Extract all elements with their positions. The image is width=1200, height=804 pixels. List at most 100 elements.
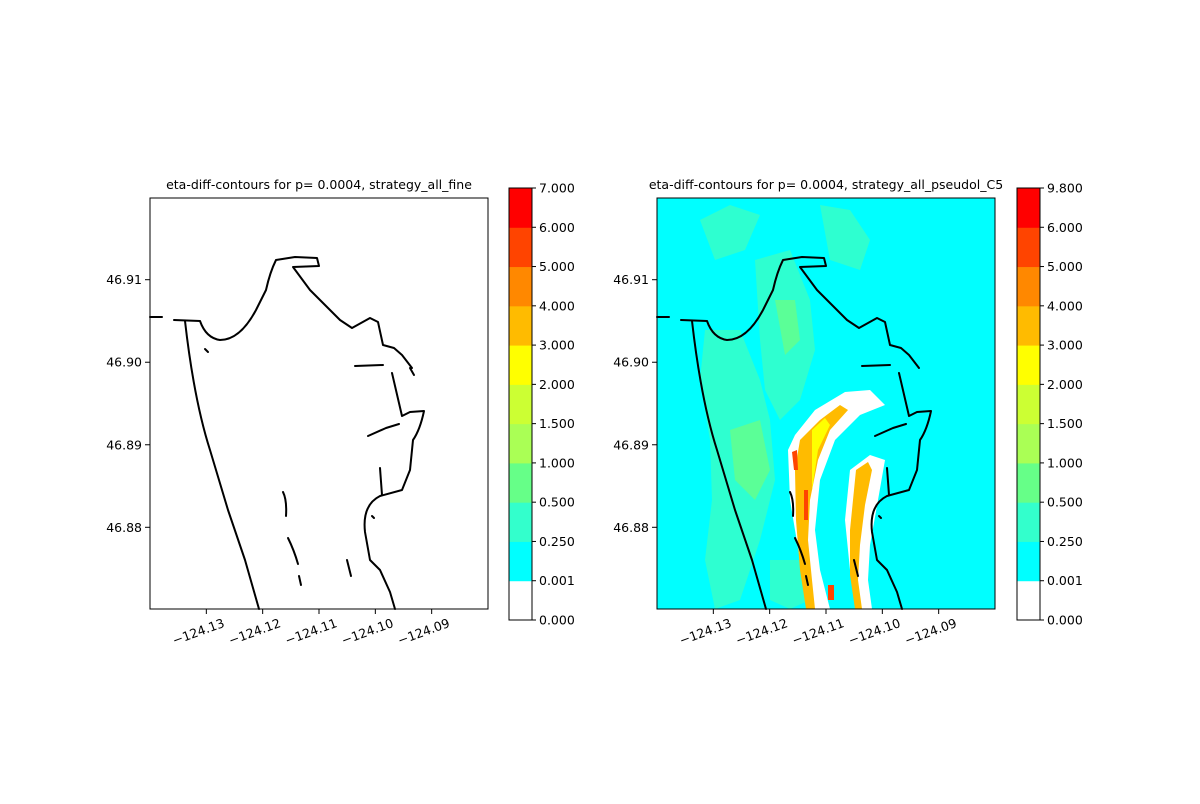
right-colorbar-tick-label: 0.000	[1047, 613, 1083, 628]
left-shoal-3	[298, 575, 302, 586]
right-colorbar-tick-label: 1.000	[1047, 455, 1083, 470]
left-colorbar-segment	[509, 227, 532, 268]
left-colorbar-tick-label: 2.000	[539, 377, 575, 392]
left-coastline-north-hook	[173, 256, 413, 369]
right-plot-area	[656, 197, 996, 610]
left-y-tick-label: 46.89	[106, 437, 142, 452]
right-coastline-west-shore	[691, 320, 767, 610]
right-patch-east	[820, 205, 870, 270]
right-colorbar-segment	[1017, 541, 1040, 582]
left-colorbar-segment	[509, 502, 532, 542]
right-patch-mid-2	[775, 300, 800, 355]
left-plot-area	[149, 197, 489, 610]
right-shoal-2	[794, 537, 806, 565]
right-orange-band-1	[795, 405, 848, 609]
left-colorbar-segment	[509, 462, 532, 503]
right-coastline-east-shore	[861, 364, 932, 610]
left-shoal-7	[371, 515, 375, 519]
left-coastline-east-shore	[354, 364, 425, 610]
left-colorbar-segment	[509, 266, 532, 307]
left-shoal-1	[282, 491, 288, 517]
left-shoal-8	[409, 367, 415, 376]
right-y-tick-label: 46.89	[613, 437, 649, 452]
right-colorbar-segment	[1017, 305, 1040, 346]
right-coastline-spit	[874, 423, 907, 437]
left-chart-title: eta-diff-contours for p= 0.0004, strateg…	[166, 177, 472, 192]
right-colorbar-segment	[1017, 266, 1040, 307]
left-y-tick-label: 46.91	[106, 272, 142, 287]
right-colorbar-tick-label: 0.500	[1047, 495, 1083, 510]
right-colorbar-tick-label: 2.000	[1047, 377, 1083, 392]
right-colorbar-segment	[1017, 502, 1040, 542]
left-colorbar-tick-label: 6.000	[539, 220, 575, 235]
right-x-tick-label: −124.11	[790, 615, 846, 648]
left-coastline-spit	[367, 423, 400, 437]
right-colorbar-segment	[1017, 227, 1040, 268]
right-y-axis: 46.88 46.89 46.90 46.91	[613, 272, 657, 535]
right-y-tick-label: 46.91	[613, 272, 649, 287]
right-colorbar-tick-label: 1.500	[1047, 416, 1083, 431]
left-x-tick-label: −124.10	[339, 615, 395, 648]
right-colorbar-segment	[1017, 580, 1040, 621]
right-patch-mid-1	[730, 420, 770, 500]
right-colorbar-segment	[1017, 462, 1040, 503]
right-colorbar-tick-label: 0.001	[1047, 573, 1083, 588]
left-colorbar-segment	[509, 345, 532, 385]
right-shoal-3	[805, 575, 809, 586]
left-colorbar-segment	[509, 541, 532, 582]
right-panel: eta-diff-contours for p= 0.0004, strateg…	[613, 177, 1083, 648]
left-colorbar-tick-label: 5.000	[539, 259, 575, 274]
left-x-axis: −124.13 −124.12 −124.11 −124.10 −124.09	[170, 609, 452, 648]
left-shoal-6	[379, 467, 383, 496]
left-colorbar-tick-label: 1.000	[539, 455, 575, 470]
right-y-tick-label: 46.90	[613, 355, 649, 370]
right-shoal-6	[886, 467, 890, 496]
right-high-diff-bands	[792, 405, 872, 609]
right-colorbar-segment	[1017, 384, 1040, 425]
right-colorbar-tick-label: 0.250	[1047, 534, 1083, 549]
right-x-tick-label: −124.10	[846, 615, 902, 648]
right-patch-north	[700, 205, 760, 260]
right-patch-south	[770, 560, 810, 609]
right-mid-diff-patches	[730, 300, 800, 500]
right-shoal-1	[789, 491, 795, 517]
left-colorbar: 0.000 0.001 0.250 0.500 1.000 1.500 2.000 3.000…	[508, 181, 575, 628]
left-x-tick-label: −124.12	[227, 615, 283, 648]
left-x-tick-label: −124.13	[170, 615, 226, 648]
right-y-tick-label: 46.88	[613, 520, 649, 535]
right-colorbar-tick-label: 5.000	[1047, 259, 1083, 274]
left-colorbar-tick-label: 0.000	[539, 613, 575, 628]
left-colorbar-tick-label: 4.000	[539, 298, 575, 313]
right-red-spots	[792, 450, 834, 600]
left-colorbar-segment	[509, 423, 532, 464]
right-shoal-4	[853, 559, 859, 577]
left-y-tick-label: 46.90	[106, 355, 142, 370]
right-colorbar-tick-label: 9.800	[1047, 181, 1083, 196]
left-colorbar-tick-label: 0.250	[539, 534, 575, 549]
right-coastline-north-hook	[680, 256, 920, 369]
right-shoal-7	[878, 515, 882, 519]
left-coastline	[149, 256, 425, 610]
right-colorbar-tick-label: 4.000	[1047, 298, 1083, 313]
right-colorbar-frame	[1016, 187, 1041, 621]
right-colorbar: 0.000 0.001 0.250 0.500 1.000 1.500 2.000 3.000…	[1016, 181, 1083, 628]
left-colorbar-segment	[509, 580, 532, 621]
left-x-tick-label: −124.11	[283, 615, 339, 648]
left-colorbar-segment	[509, 384, 532, 425]
right-colorbar-segment	[1017, 423, 1040, 464]
left-shoal-2	[287, 537, 299, 565]
right-colorbar-segment	[1017, 345, 1040, 385]
right-yellow-band-1	[812, 418, 830, 490]
left-coastline-west-shore	[184, 320, 260, 610]
left-colorbar-tick-label: 0.500	[539, 495, 575, 510]
left-colorbar-tick-label: 1.500	[539, 416, 575, 431]
right-x-tick-label: −124.13	[677, 615, 733, 648]
right-colorbar-segment	[1017, 188, 1040, 228]
left-colorbar-segment	[509, 305, 532, 346]
left-colorbar-tick-label: 7.000	[539, 181, 575, 196]
left-colorbar-tick-label: 0.001	[539, 573, 575, 588]
right-colorbar-tick-label: 3.000	[1047, 338, 1083, 353]
right-x-axis: −124.13 −124.12 −124.11 −124.10 −124.09	[677, 609, 959, 648]
left-plot-background	[150, 198, 488, 609]
